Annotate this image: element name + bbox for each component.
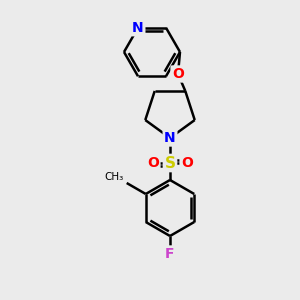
Text: N: N — [164, 131, 176, 145]
Text: CH₃: CH₃ — [104, 172, 124, 182]
Text: O: O — [172, 67, 184, 81]
Text: F: F — [165, 247, 175, 261]
Text: S: S — [164, 155, 175, 170]
Text: O: O — [147, 156, 159, 170]
Text: N: N — [132, 21, 144, 35]
Text: O: O — [181, 156, 193, 170]
